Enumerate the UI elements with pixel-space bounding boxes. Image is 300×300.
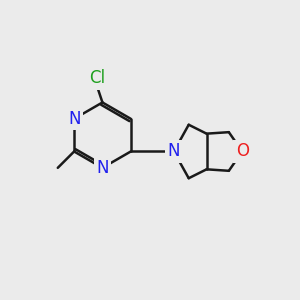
Text: N: N bbox=[68, 110, 80, 128]
Text: N: N bbox=[96, 159, 109, 177]
Text: N: N bbox=[168, 142, 180, 160]
Text: Cl: Cl bbox=[89, 69, 105, 87]
Text: O: O bbox=[236, 142, 249, 160]
